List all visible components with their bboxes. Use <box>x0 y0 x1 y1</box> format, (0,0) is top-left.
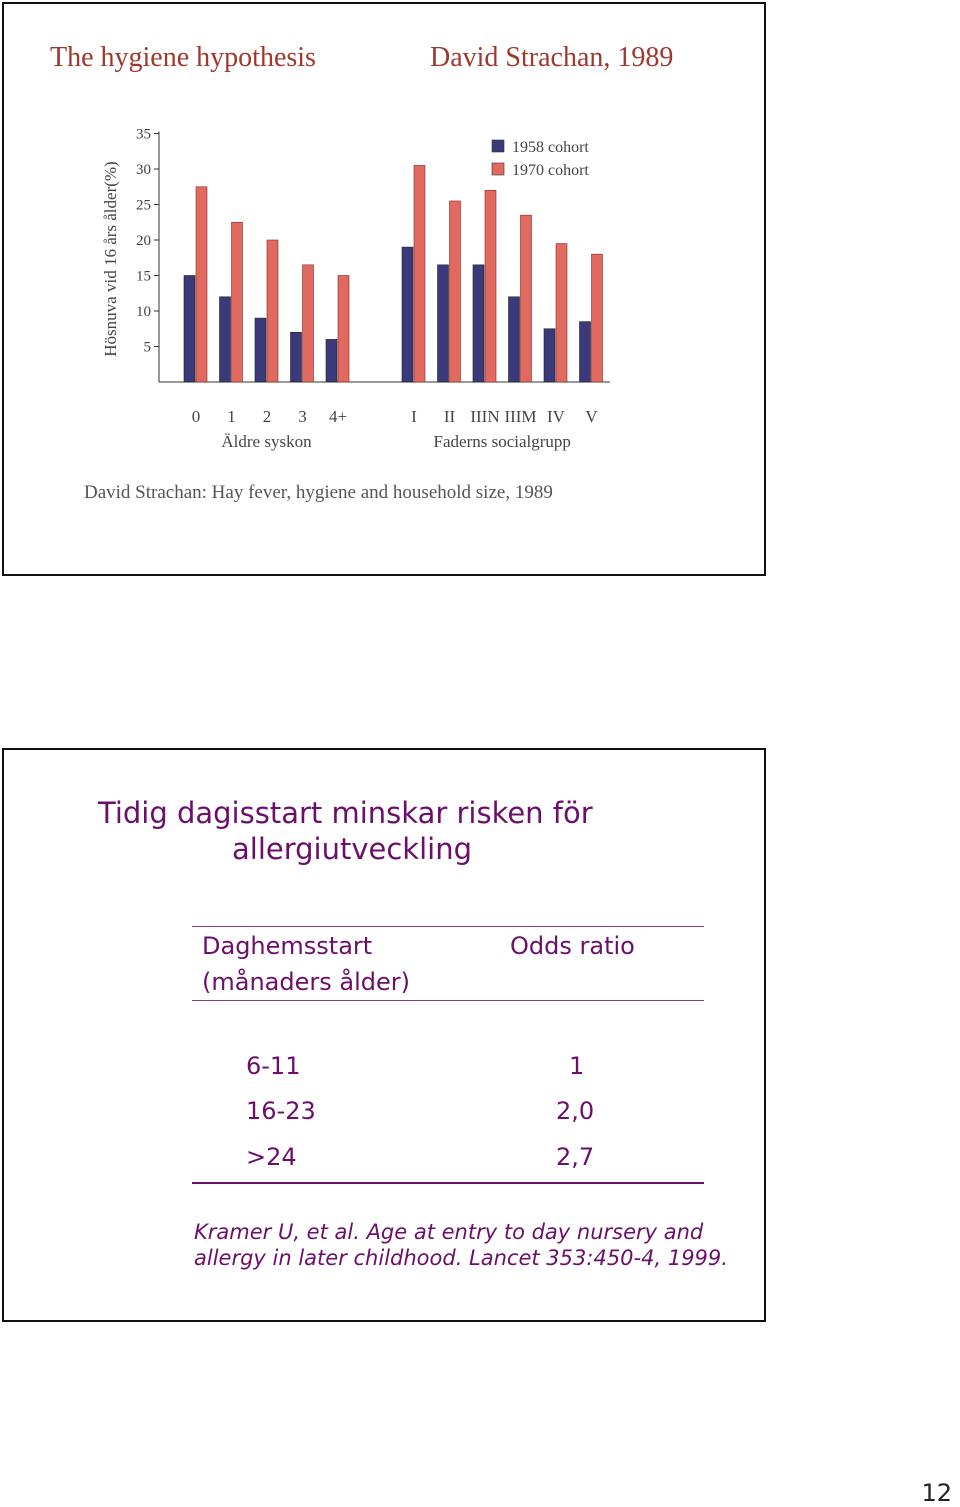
table-top-rule <box>192 926 704 927</box>
y-tick-label: 15 <box>136 269 151 285</box>
row-start-value: 6-11 <box>246 1052 301 1080</box>
legend-swatch <box>491 139 505 153</box>
bar-1958-cohort <box>183 275 196 383</box>
reference-line2: allergy in later childhood. Lancet 353:4… <box>194 1246 728 1270</box>
bar-1970-cohort <box>555 243 568 383</box>
x-tick-label: IV <box>547 407 566 426</box>
bar-1958-cohort <box>508 296 520 383</box>
bar-1958-cohort <box>219 296 231 383</box>
bar-1970-cohort <box>413 165 426 383</box>
reference-line1: Kramer U, et al. Age at entry to day nur… <box>194 1220 704 1244</box>
x-tick-label: 2 <box>263 407 272 426</box>
slide-title-line2: allergiutveckling <box>232 832 473 866</box>
bar-1958-cohort <box>401 246 414 383</box>
row-start-value: 16-23 <box>246 1097 316 1125</box>
x-tick-label: I <box>411 407 417 426</box>
bar-1958-cohort <box>437 264 449 383</box>
row-odds-value: 1 <box>569 1052 585 1080</box>
slide-daycare-start: Tidig dagisstart minskar risken för alle… <box>2 748 766 1322</box>
slide-title-line1: Tidig dagisstart minskar risken för <box>98 796 593 830</box>
x-tick-label: IIIN <box>470 407 499 426</box>
row-odds-value: 2,7 <box>556 1143 595 1171</box>
chart-caption: David Strachan: Hay fever, hygiene and h… <box>84 482 553 503</box>
col-header-start-line2: (månaders ålder) <box>202 968 410 996</box>
bar-1958-cohort <box>254 317 267 383</box>
row-start-value: >24 <box>246 1143 297 1171</box>
bar-1970-cohort <box>591 253 603 383</box>
y-tick-label: 35 <box>136 127 151 143</box>
x-group-label: Äldre syskon <box>221 432 312 451</box>
col-header-start-line1: Daghemsstart <box>202 932 373 960</box>
bar-1970-cohort <box>195 186 208 383</box>
y-tick-label: 20 <box>136 233 151 249</box>
x-tick-label: 0 <box>192 407 201 426</box>
x-tick-label: 1 <box>227 407 236 426</box>
bar-1970-cohort <box>449 200 461 383</box>
bar-1958-cohort <box>325 339 338 383</box>
y-axis-label: Hösnuva vid 16 års ålder(%) <box>101 161 120 356</box>
legend-swatch <box>491 162 505 176</box>
bar-1958-cohort <box>290 332 302 383</box>
x-group-label: Faderns socialgrupp <box>434 432 571 451</box>
y-tick-label: 25 <box>136 198 151 214</box>
x-tick-label: II <box>444 407 456 426</box>
col-header-odds-ratio: Odds ratio <box>510 932 635 960</box>
slide-title: The hygiene hypothesis <box>50 42 316 73</box>
x-tick-label: V <box>585 407 598 426</box>
bar-1970-cohort <box>231 221 243 383</box>
table-header-rule <box>192 1000 704 1001</box>
y-tick-label: 5 <box>144 340 152 356</box>
slide-hygiene-hypothesis: The hygiene hypothesis David Strachan, 1… <box>2 2 766 576</box>
legend-label: 1970 cohort <box>512 162 589 179</box>
table-bottom-rule <box>192 1182 704 1184</box>
row-odds-value: 2,0 <box>556 1097 595 1125</box>
bar-1958-cohort <box>472 264 485 383</box>
bar-1970-cohort <box>337 275 350 383</box>
x-tick-label: 3 <box>298 407 307 426</box>
bar-1958-cohort <box>543 328 556 383</box>
legend-label: 1958 cohort <box>512 139 589 156</box>
slide-author-year: David Strachan, 1989 <box>430 42 674 73</box>
x-tick-label: 4+ <box>329 407 347 426</box>
page-number: 12 <box>921 1479 952 1507</box>
x-tick-label: IIIM <box>504 407 536 426</box>
bar-1970-cohort <box>484 190 497 383</box>
y-tick-label: 10 <box>136 304 151 320</box>
y-tick-label: 30 <box>136 162 151 178</box>
bar-1958-cohort <box>579 321 591 383</box>
bar-1970-cohort <box>302 264 314 383</box>
bar-1970-cohort <box>266 239 279 383</box>
bar-1970-cohort <box>520 214 532 383</box>
